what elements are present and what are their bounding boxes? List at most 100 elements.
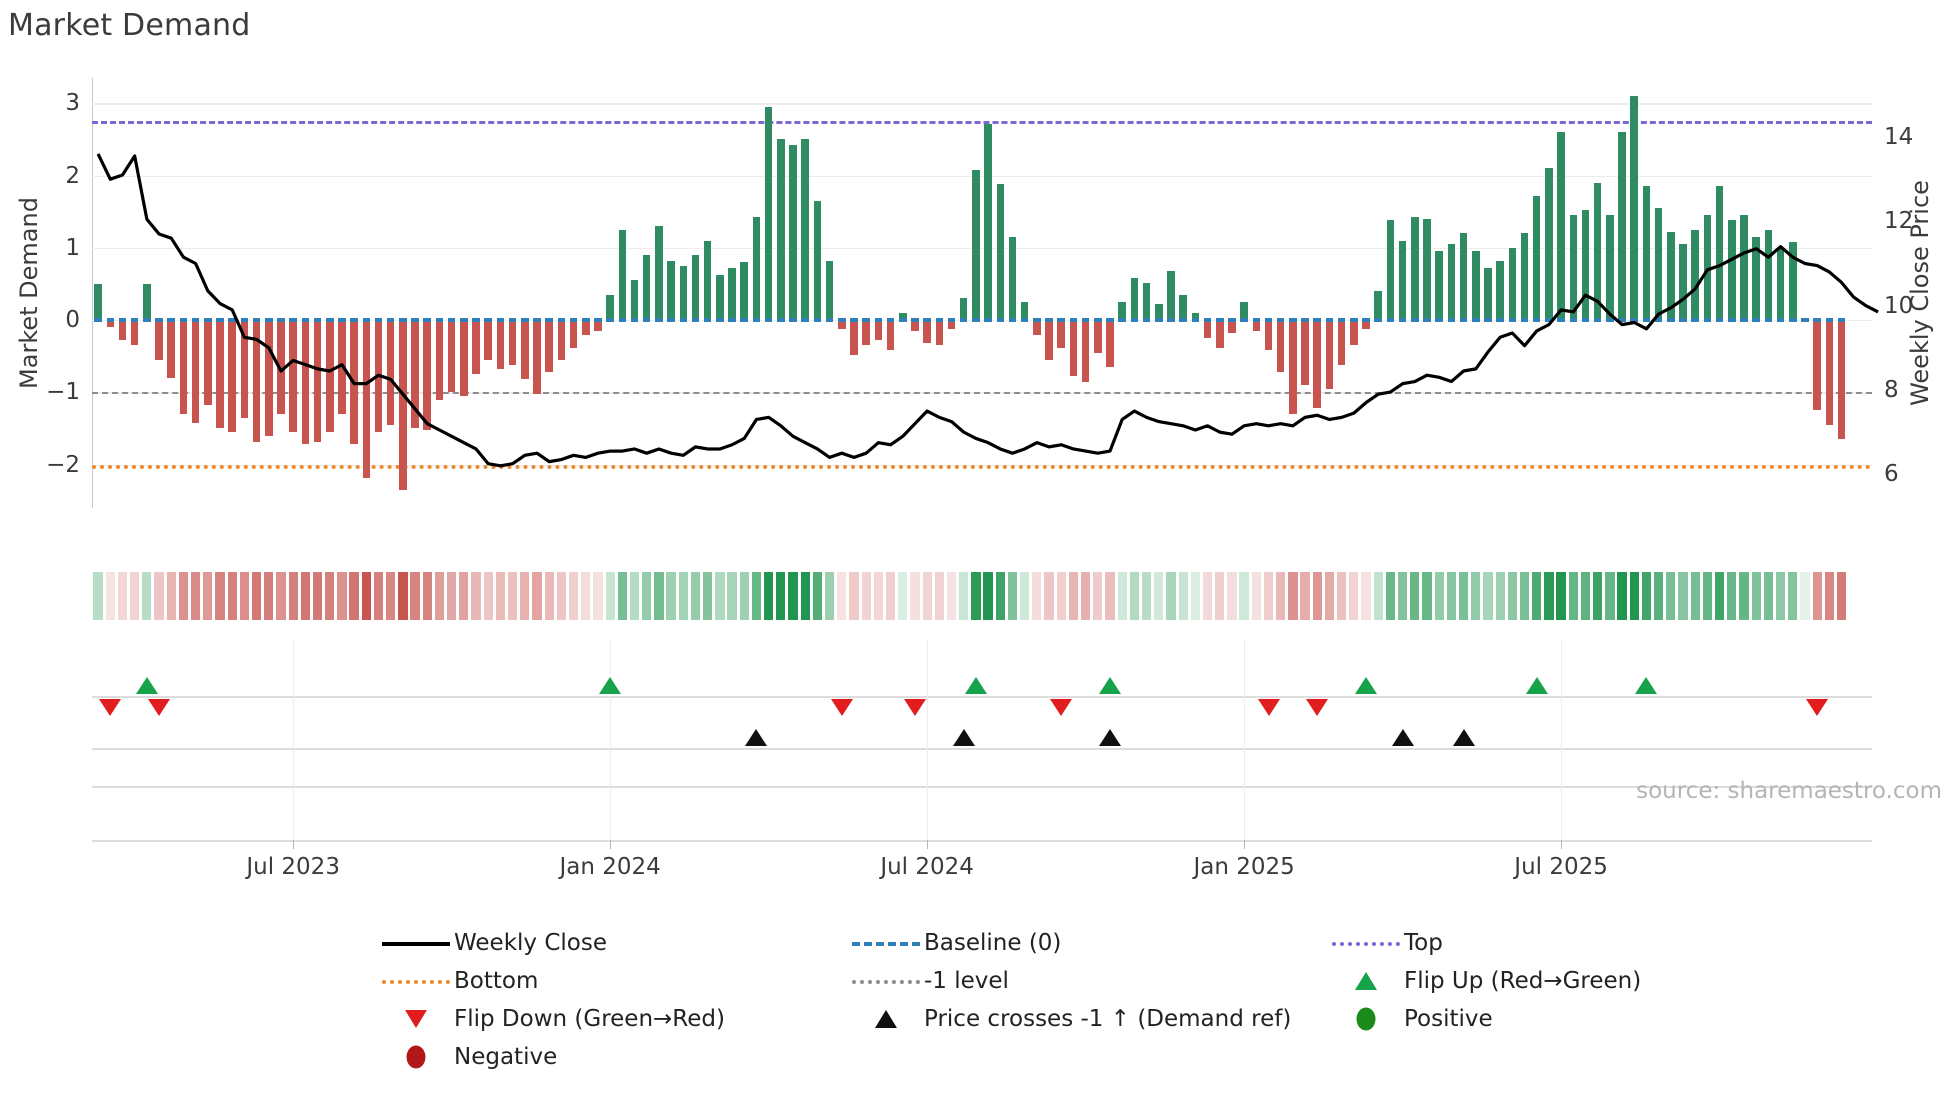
flip-up-marker-icon — [599, 677, 622, 694]
demand-bar — [1228, 320, 1236, 334]
flip-down-marker-icon — [99, 699, 122, 716]
marker-row-baseline — [92, 748, 1872, 751]
baseline-segment — [435, 318, 444, 323]
demand-bar — [581, 320, 590, 335]
baseline-segment — [606, 318, 614, 323]
baseline-segment — [1142, 318, 1151, 323]
bottom-line-swatch — [378, 962, 454, 1000]
heatmap-cell — [861, 572, 871, 620]
baseline-segment — [1752, 318, 1760, 323]
demand-bar — [277, 320, 285, 415]
heatmap-cell — [1532, 572, 1542, 620]
legend-item[interactable]: -1 level — [848, 962, 1328, 1000]
baseline-segment — [265, 318, 273, 323]
heatmap-cell — [507, 572, 518, 620]
baseline-segment — [1691, 318, 1699, 323]
legend-item[interactable]: Bottom — [378, 962, 848, 1000]
baseline-segment — [789, 318, 797, 323]
baseline-segment — [496, 318, 505, 323]
heatmap-cell — [361, 572, 371, 620]
baseline-segment — [801, 318, 809, 323]
demand-bar — [1484, 268, 1492, 321]
reference-line-bottom — [92, 464, 1872, 469]
demand-bar — [1459, 233, 1468, 321]
baseline-segment — [1423, 318, 1431, 323]
baseline-segment — [167, 318, 175, 323]
demand-bar — [642, 255, 651, 321]
legend-item[interactable]: Positive — [1328, 1000, 1668, 1038]
demand-bar — [569, 320, 578, 348]
heatmap-cell — [1385, 572, 1396, 620]
demand-bar — [862, 320, 870, 346]
baseline-segment — [1252, 318, 1261, 323]
baseline-segment — [740, 318, 749, 323]
baseline-segment — [642, 318, 651, 323]
heatmap-cell — [166, 572, 176, 620]
demand-bar — [1313, 320, 1322, 409]
y-axis-left-tick: 1 — [65, 234, 80, 261]
heatmap-cell — [1727, 572, 1737, 620]
baseline-segment — [679, 318, 688, 323]
legend-item[interactable]: Negative — [378, 1038, 848, 1076]
heatmap-cell — [715, 572, 725, 620]
demand-bar — [1203, 320, 1212, 339]
legend-item[interactable]: Flip Down (Green→Red) — [378, 1000, 848, 1038]
baseline-segment — [703, 318, 712, 323]
demand-bar — [1740, 215, 1748, 321]
demand-bar — [1728, 220, 1736, 321]
demand-bar — [1471, 251, 1480, 321]
heatmap-cell — [1166, 572, 1176, 620]
demand-bar — [1496, 260, 1504, 321]
heatmap-cell — [203, 572, 213, 620]
legend-item[interactable]: Price crosses -1 ↑ (Demand ref) — [848, 1000, 1328, 1038]
baseline-segment — [216, 318, 224, 323]
heatmap-cell — [605, 572, 615, 620]
x-axis-tick-label: Jan 2025 — [1193, 854, 1295, 880]
baseline-segment — [204, 318, 212, 323]
legend-item[interactable]: Flip Up (Red→Green) — [1328, 962, 1668, 1000]
heatmap-cell — [1093, 572, 1103, 620]
baseline-segment — [411, 318, 419, 323]
demand-bar — [508, 320, 517, 365]
demand-bar — [935, 320, 944, 346]
baseline-segment — [1764, 318, 1773, 323]
demand-bar — [959, 298, 968, 321]
heatmap-cell — [885, 572, 896, 620]
gridline-vertical — [1561, 744, 1563, 840]
legend-item-label: Flip Down (Green→Red) — [454, 1006, 725, 1032]
demand-bar — [1057, 320, 1065, 348]
heatmap-cell — [386, 572, 396, 620]
demand-bar — [557, 320, 566, 360]
baseline-segment — [923, 318, 931, 323]
heatmap-cell — [556, 572, 567, 620]
baseline-segment — [1276, 318, 1285, 323]
y-axis-right-tick: 6 — [1884, 461, 1899, 488]
heatmap-cell — [215, 572, 225, 620]
legend-item[interactable]: Baseline (0) — [848, 924, 1328, 962]
x-axis-tick-mark — [927, 840, 929, 849]
baseline-segment — [545, 318, 553, 323]
demand-bar — [1411, 217, 1419, 321]
heatmap-cell — [1056, 572, 1066, 620]
flip-down-marker-icon — [148, 699, 171, 716]
gridline-vertical — [927, 744, 929, 840]
baseline-segment — [777, 318, 785, 323]
heatmap-cell — [1690, 572, 1700, 620]
heatmap-cell — [1410, 572, 1420, 620]
baseline-segment — [1459, 318, 1468, 323]
baseline-segment — [240, 318, 249, 323]
gridline-horizontal — [92, 247, 1872, 250]
legend-item[interactable]: Top — [1328, 924, 1668, 962]
heatmap-cell — [837, 572, 847, 620]
heatmap-cell — [776, 572, 786, 620]
demand-bar — [106, 320, 115, 328]
heatmap-cell — [422, 572, 432, 620]
heatmap-cell — [1032, 572, 1042, 620]
demand-bar — [1447, 244, 1456, 321]
demand-bar — [825, 260, 834, 321]
baseline-segment — [1045, 318, 1053, 323]
legend-item[interactable]: Weekly Close — [378, 924, 848, 962]
heatmap-cell — [239, 572, 250, 620]
heatmap-cell — [1471, 572, 1481, 620]
demand-bar — [618, 229, 627, 321]
